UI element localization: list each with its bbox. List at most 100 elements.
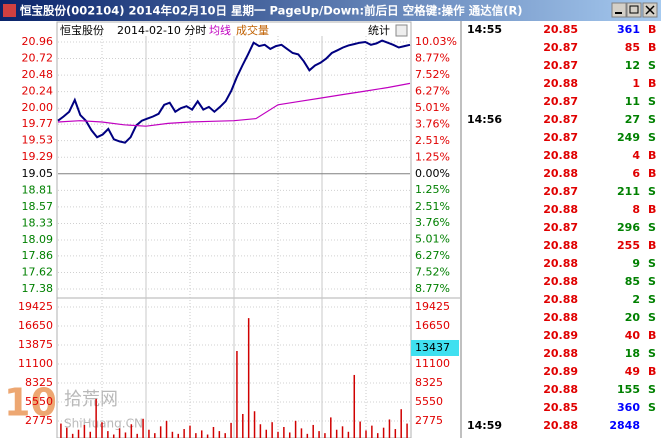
price-tick-label: 20.96 [22, 35, 54, 48]
volume-bar [376, 433, 379, 440]
volume-bar [365, 430, 367, 440]
trade-volume: 4 [632, 149, 640, 162]
volume-bar [189, 425, 191, 440]
volume-bar [107, 431, 109, 440]
watermark-logo: 10 [4, 381, 57, 425]
trade-list: 14:55 20.85 361 B20.87 85 B20.87 12 S20.88 1 B20.… [467, 23, 656, 432]
volume-bar [318, 431, 320, 440]
volume-bar [259, 424, 262, 440]
trade-price: 20.87 [543, 131, 578, 144]
price-tick-label: 20.24 [22, 85, 54, 98]
volume-bar [218, 431, 221, 440]
percent-tick-label: 8.77% [415, 282, 450, 295]
volume-tick-label: 8325 [25, 376, 53, 389]
volume-bar [382, 427, 385, 440]
volume-bar [171, 431, 174, 440]
percent-tick-label: 3.76% [415, 117, 450, 130]
price-tick-label: 18.57 [22, 200, 54, 213]
volume-bar [406, 423, 408, 440]
trade-side: S [648, 113, 656, 126]
price-tick-label: 18.81 [22, 183, 54, 196]
percent-tick-label: 1.25% [415, 183, 450, 196]
volume-tick-label-right: 2775 [415, 414, 443, 427]
trade-volume: 361 [617, 23, 640, 36]
volume-tick-label-right: 8325 [415, 376, 443, 389]
trade-price: 20.87 [543, 95, 578, 108]
trade-side: S [648, 95, 656, 108]
trade-volume: 18 [625, 347, 640, 360]
volume-tick-label: 19425 [18, 300, 53, 313]
trade-volume: 249 [617, 131, 640, 144]
volume-tick-label: 16650 [18, 319, 53, 332]
volume-bar [236, 350, 238, 440]
volume-bar [253, 411, 256, 440]
trade-side: B [648, 167, 656, 180]
trade-volume: 85 [625, 275, 640, 288]
volume-bar [347, 431, 350, 440]
avg-line [57, 82, 411, 127]
volume-bar [371, 425, 373, 440]
volume-bar [112, 434, 115, 440]
volume-bar [177, 433, 180, 440]
trade-volume: 296 [617, 221, 640, 234]
minimize-button[interactable] [611, 2, 627, 18]
volume-bar [359, 421, 361, 440]
volume-tick-label: 13875 [18, 338, 53, 351]
window-buttons[interactable] [611, 2, 658, 18]
trade-side: B [648, 203, 656, 216]
trade-price: 20.87 [543, 59, 578, 72]
trade-price: 20.88 [543, 167, 578, 180]
trade-time: 14:59 [467, 419, 502, 432]
price-tick-label: 18.09 [22, 233, 54, 246]
volume-cursor-box [411, 339, 459, 356]
trade-price: 20.87 [543, 185, 578, 198]
percent-tick-label: 1.25% [415, 150, 450, 163]
trade-time: 14:56 [467, 113, 502, 126]
trade-volume: 12 [625, 59, 640, 72]
volume-bar [312, 424, 314, 440]
trade-volume: 2848 [609, 419, 640, 432]
percent-tick-label: 0.00% [415, 167, 450, 180]
trade-volume: 11 [625, 95, 640, 108]
volume-bar [341, 426, 344, 440]
volume-bar [200, 430, 203, 440]
percent-tick-label: 7.52% [415, 266, 450, 279]
volume-bar [101, 422, 103, 440]
percent-tick-label: 2.51% [415, 200, 450, 213]
volume-bar [142, 418, 144, 440]
volume-bar [294, 420, 297, 440]
trade-volume: 9 [632, 257, 640, 270]
trade-price: 20.89 [543, 329, 578, 342]
volume-tick-label-right: 11100 [415, 357, 450, 370]
trade-side: B [648, 23, 656, 36]
volume-bar [230, 422, 232, 440]
percent-tick-label: 10.03% [415, 35, 457, 48]
trade-price: 20.87 [543, 221, 578, 234]
volume-bar [195, 433, 197, 440]
volume-bar [124, 432, 127, 440]
trade-volume: 49 [625, 365, 640, 378]
volume-bar [83, 424, 86, 440]
trade-volume: 85 [625, 41, 640, 54]
maximize-button[interactable] [626, 2, 642, 18]
trade-side: S [648, 257, 656, 270]
trade-volume: 211 [617, 185, 640, 198]
trade-volume: 6 [632, 167, 640, 180]
percent-tick-label: 6.27% [415, 84, 450, 97]
trade-side: S [648, 401, 656, 414]
price-line [57, 39, 411, 144]
volume-bar [183, 429, 185, 440]
trade-side: B [648, 239, 656, 252]
stats-button[interactable]: 统计 [368, 24, 390, 37]
stats-toggle[interactable] [395, 24, 408, 37]
trade-time: 14:55 [467, 23, 502, 36]
volume-legend: 成交量 [236, 23, 269, 37]
price-tick-label: 20.48 [22, 68, 54, 81]
trade-side: S [648, 311, 656, 324]
percent-tick-label: 6.27% [415, 249, 450, 262]
watermark-name: 拾荒网 [64, 389, 118, 410]
volume-bar [330, 417, 332, 440]
volume-bar [89, 431, 92, 440]
trade-volume: 360 [617, 401, 640, 414]
